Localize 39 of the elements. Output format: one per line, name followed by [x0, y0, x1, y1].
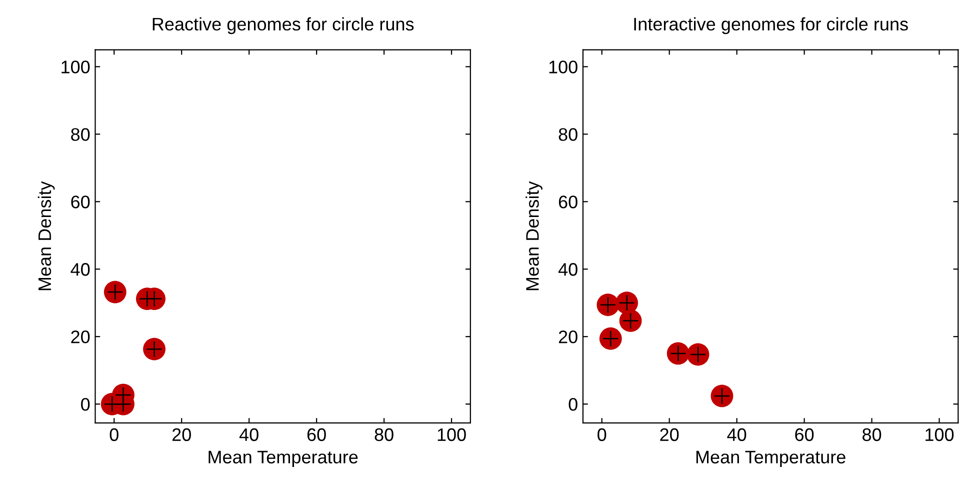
- point: [619, 310, 642, 332]
- y-tick-label: 100: [62, 60, 90, 74]
- x-tick-label: 40: [239, 428, 258, 442]
- point: [710, 384, 734, 408]
- point: [616, 292, 638, 314]
- point: [596, 294, 620, 316]
- x-tick-label: 80: [862, 428, 882, 442]
- point: [686, 343, 710, 366]
- point: [599, 327, 622, 350]
- x-tick-label: 100: [926, 428, 954, 442]
- y-axis-title: Mean Density: [526, 181, 542, 290]
- x-tick-label: 60: [307, 428, 326, 442]
- y-tick-label: 80: [558, 128, 578, 141]
- x-tick-label: 0: [598, 428, 606, 442]
- y-tick-label: 80: [71, 128, 90, 141]
- x-tick-label: 20: [172, 428, 191, 442]
- y-tick-label: 60: [71, 196, 90, 208]
- y-tick-label: 40: [558, 263, 578, 276]
- y-tick-label: 100: [549, 60, 578, 74]
- y-tick-label: 40: [70, 263, 90, 276]
- y-axis-title: Mean Density: [38, 181, 55, 290]
- x-tick-label: 0: [110, 428, 118, 442]
- point: [666, 342, 690, 365]
- x-tick-label: 100: [438, 428, 466, 442]
- x-tick-label: 60: [795, 428, 814, 442]
- chart-title: Interactive genomes for circle runs: [634, 17, 908, 34]
- y-tick-label: 20: [558, 330, 578, 344]
- x-tick-label: 40: [727, 428, 746, 442]
- y-tick-label: 60: [558, 196, 578, 208]
- y-tick-label: 0: [81, 398, 90, 411]
- point: [143, 338, 166, 360]
- x-axis-title: Mean Temperature: [208, 450, 358, 468]
- x-tick-label: 20: [660, 428, 679, 442]
- y-tick-label: 20: [71, 330, 90, 344]
- x-tick-label: 80: [374, 428, 394, 442]
- point: [104, 280, 126, 304]
- x-axis-title: Mean Temperature: [696, 450, 846, 468]
- chart-title: Reactive genomes for circle runs: [152, 17, 414, 34]
- y-tick-label: 0: [568, 398, 578, 411]
